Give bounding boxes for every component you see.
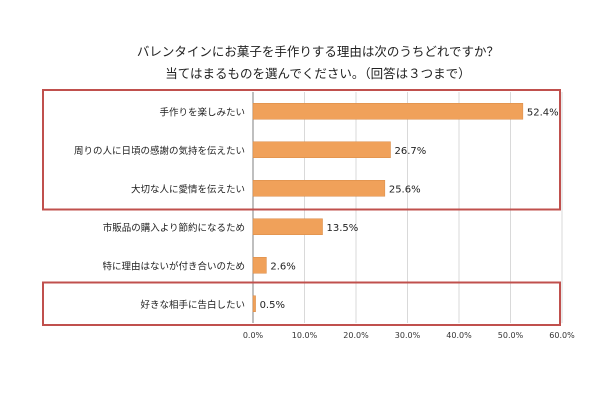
category-label: 手作りを楽しみたい [159,106,245,118]
highlight-box [42,89,561,211]
data-label: 52.4% [527,107,559,118]
x-axis-ticks: 0.0% 10.0% 20.0% 30.0% 40.0% 50.0% 60.0% [243,331,575,340]
category-labels: 手作りを楽しみたい周りの人に日頃の感謝の気持を伝えたい大切な人に愛情を伝えたい市… [74,106,245,311]
category-label: 市販品の購入より節約になるため [103,222,245,234]
x-tick-label: 60.0% [549,331,575,340]
category-label: 大切な人に愛情を伝えたい [131,183,245,195]
bars [252,103,524,312]
x-tick-label: 0.0% [243,331,264,340]
category-label: 周りの人に日頃の感謝の気持を伝えたい [74,145,245,157]
bar [252,218,323,235]
bar [252,103,524,120]
bar [252,295,256,312]
highlight-box [42,281,561,326]
category-label: 好きな相手に告白したい [140,299,245,311]
data-label: 2.6% [270,261,295,272]
gridlines [252,92,563,323]
chart-subtitle: 当てはまるものを選んでください。（回答は３つまで） [165,66,470,81]
bar [252,180,386,197]
x-tick-label: 20.0% [343,331,369,340]
bar [252,257,267,274]
data-label: 26.7% [395,146,427,157]
data-label: 13.5% [327,223,359,234]
category-label: 特に理由はないが付き合いのため [102,260,245,272]
highlight-boxes [42,89,561,326]
x-tick-label: 10.0% [292,331,318,340]
data-label: 0.5% [260,300,285,311]
x-tick-label: 40.0% [446,331,472,340]
chart-title: バレンタインにお菓子を手作りする理由は次のうちどれですか？ [137,44,499,59]
bar [252,141,391,158]
value-labels: 52.4% 26.7% 25.6% 13.5% 2.6% 0.5% [260,107,559,311]
x-tick-label: 50.0% [498,331,524,340]
data-label: 25.6% [389,184,421,195]
x-tick-label: 30.0% [395,331,421,340]
